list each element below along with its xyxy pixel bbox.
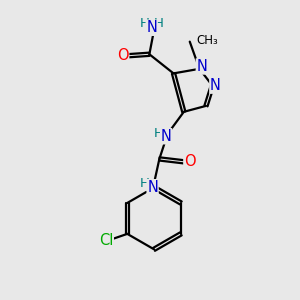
- Text: N: N: [210, 78, 221, 93]
- Text: Cl: Cl: [99, 233, 113, 248]
- Text: N: N: [147, 180, 158, 195]
- Text: N: N: [146, 20, 157, 35]
- Text: H: H: [153, 127, 163, 140]
- Text: H: H: [140, 16, 149, 29]
- Text: O: O: [117, 48, 129, 63]
- Text: CH₃: CH₃: [196, 34, 218, 47]
- Text: O: O: [184, 154, 196, 169]
- Text: H: H: [154, 16, 164, 29]
- Text: H: H: [140, 177, 150, 190]
- Text: N: N: [161, 129, 172, 144]
- Text: N: N: [196, 59, 207, 74]
